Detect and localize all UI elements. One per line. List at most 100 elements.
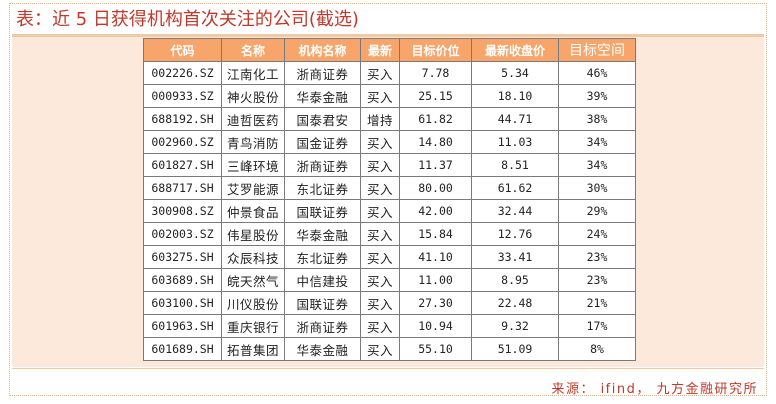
code-cell: 002003.SZ bbox=[143, 222, 222, 246]
rating-cell: 买入 bbox=[360, 176, 400, 200]
header-target-price: 目标价位 bbox=[399, 38, 472, 62]
title-divider bbox=[12, 34, 764, 37]
institution-cell: 国泰君安 bbox=[284, 107, 361, 131]
name-cell: 青鸟消防 bbox=[221, 130, 285, 154]
table-row: 002003.SZ 伟星股份 华泰金融 买入 15.84 12.76 24% bbox=[143, 222, 636, 246]
rating-cell: 买入 bbox=[360, 199, 400, 223]
name-cell: 江南化工 bbox=[221, 61, 285, 85]
rating-cell: 买入 bbox=[360, 268, 400, 292]
table-row: 601689.SH 拓普集团 华泰金融 买入 55.10 51.09 8% bbox=[143, 337, 636, 361]
upside-cell: 30% bbox=[558, 176, 636, 200]
close-price-cell: 61.62 bbox=[471, 176, 559, 200]
header-rating: 最新 bbox=[360, 38, 400, 62]
institution-cell: 国联证券 bbox=[284, 291, 361, 315]
name-cell: 川仪股份 bbox=[221, 291, 285, 315]
target-price-cell: 10.94 bbox=[399, 314, 472, 338]
institution-cell: 华泰金融 bbox=[284, 337, 361, 361]
table-row: 603100.SH 川仪股份 国联证券 买入 27.30 22.48 21% bbox=[143, 291, 636, 315]
target-price-cell: 55.10 bbox=[399, 337, 472, 361]
upside-cell: 46% bbox=[558, 61, 636, 85]
header-latest-close: 最新收盘价 bbox=[471, 38, 559, 62]
rating-cell: 增持 bbox=[360, 107, 400, 131]
table-row: 000933.SZ 神火股份 华泰金融 买入 25.15 18.10 39% bbox=[143, 84, 636, 108]
rating-cell: 买入 bbox=[360, 222, 400, 246]
table-row: 300908.SZ 仲景食品 国联证券 买入 42.00 32.44 29% bbox=[143, 199, 636, 223]
institution-cell: 浙商证券 bbox=[284, 153, 361, 177]
institution-cell: 国联证券 bbox=[284, 199, 361, 223]
close-price-cell: 9.32 bbox=[471, 314, 559, 338]
target-price-cell: 42.00 bbox=[399, 199, 472, 223]
name-cell: 重庆银行 bbox=[221, 314, 285, 338]
upside-cell: 23% bbox=[558, 268, 636, 292]
table-row: 688192.SH 迪哲医药 国泰君安 增持 61.82 44.71 38% bbox=[143, 107, 636, 131]
institution-cell: 浙商证券 bbox=[284, 61, 361, 85]
rating-cell: 买入 bbox=[360, 61, 400, 85]
upside-cell: 8% bbox=[558, 337, 636, 361]
upside-cell: 34% bbox=[558, 130, 636, 154]
code-cell: 603689.SH bbox=[143, 268, 222, 292]
upside-cell: 39% bbox=[558, 84, 636, 108]
target-price-cell: 14.80 bbox=[399, 130, 472, 154]
close-price-cell: 22.48 bbox=[471, 291, 559, 315]
rating-cell: 买入 bbox=[360, 153, 400, 177]
target-price-cell: 11.37 bbox=[399, 153, 472, 177]
code-cell: 601689.SH bbox=[143, 337, 222, 361]
figure-frame bbox=[9, 3, 767, 396]
source-note: 来源： ifind， 九方金融研究所 bbox=[551, 382, 758, 397]
table-header-row: 代码 名称 机构名称 最新 目标价位 最新收盘价 目标空间 bbox=[143, 38, 636, 62]
header-name: 名称 bbox=[221, 38, 285, 62]
name-cell: 神火股份 bbox=[221, 84, 285, 108]
close-price-cell: 8.95 bbox=[471, 268, 559, 292]
code-cell: 601827.SH bbox=[143, 153, 222, 177]
target-price-cell: 25.15 bbox=[399, 84, 472, 108]
upside-cell: 23% bbox=[558, 245, 636, 269]
table-row: 002960.SZ 青鸟消防 国金证券 买入 14.80 11.03 34% bbox=[143, 130, 636, 154]
footer-divider bbox=[12, 368, 764, 369]
table-row: 601963.SH 重庆银行 浙商证券 买入 10.94 9.32 17% bbox=[143, 314, 636, 338]
upside-cell: 17% bbox=[558, 314, 636, 338]
upside-cell: 24% bbox=[558, 222, 636, 246]
close-price-cell: 18.10 bbox=[471, 84, 559, 108]
target-price-cell: 80.00 bbox=[399, 176, 472, 200]
target-price-cell: 41.10 bbox=[399, 245, 472, 269]
close-price-cell: 32.44 bbox=[471, 199, 559, 223]
upside-cell: 21% bbox=[558, 291, 636, 315]
close-price-cell: 8.51 bbox=[471, 153, 559, 177]
target-price-cell: 27.30 bbox=[399, 291, 472, 315]
code-cell: 300908.SZ bbox=[143, 199, 222, 223]
upside-cell: 29% bbox=[558, 199, 636, 223]
rating-cell: 买入 bbox=[360, 130, 400, 154]
close-price-cell: 12.76 bbox=[471, 222, 559, 246]
institution-cell: 华泰金融 bbox=[284, 222, 361, 246]
code-cell: 603275.SH bbox=[143, 245, 222, 269]
name-cell: 艾罗能源 bbox=[221, 176, 285, 200]
code-cell: 002226.SZ bbox=[143, 61, 222, 85]
close-price-cell: 33.41 bbox=[471, 245, 559, 269]
name-cell: 仲景食品 bbox=[221, 199, 285, 223]
close-price-cell: 51.09 bbox=[471, 337, 559, 361]
target-price-cell: 61.82 bbox=[399, 107, 472, 131]
close-price-cell: 44.71 bbox=[471, 107, 559, 131]
close-price-cell: 11.03 bbox=[471, 130, 559, 154]
rating-cell: 买入 bbox=[360, 337, 400, 361]
institution-cell: 华泰金融 bbox=[284, 84, 361, 108]
name-cell: 三峰环境 bbox=[221, 153, 285, 177]
table-row: 601827.SH 三峰环境 浙商证券 买入 11.37 8.51 34% bbox=[143, 153, 636, 177]
figure-title: 表：近 5 日获得机构首次关注的公司(截选) bbox=[16, 9, 359, 30]
institution-cell: 国金证券 bbox=[284, 130, 361, 154]
rating-cell: 买入 bbox=[360, 314, 400, 338]
target-price-cell: 11.00 bbox=[399, 268, 472, 292]
close-price-cell: 5.34 bbox=[471, 61, 559, 85]
code-cell: 000933.SZ bbox=[143, 84, 222, 108]
code-cell: 601963.SH bbox=[143, 314, 222, 338]
name-cell: 众辰科技 bbox=[221, 245, 285, 269]
target-price-cell: 7.78 bbox=[399, 61, 472, 85]
name-cell: 皖天然气 bbox=[221, 268, 285, 292]
code-cell: 688717.SH bbox=[143, 176, 222, 200]
code-cell: 688192.SH bbox=[143, 107, 222, 131]
upside-cell: 38% bbox=[558, 107, 636, 131]
rating-cell: 买入 bbox=[360, 84, 400, 108]
rating-cell: 买入 bbox=[360, 245, 400, 269]
code-cell: 002960.SZ bbox=[143, 130, 222, 154]
first-coverage-table: 代码 名称 机构名称 最新 目标价位 最新收盘价 目标空间 002226.SZ 江… bbox=[143, 38, 636, 361]
